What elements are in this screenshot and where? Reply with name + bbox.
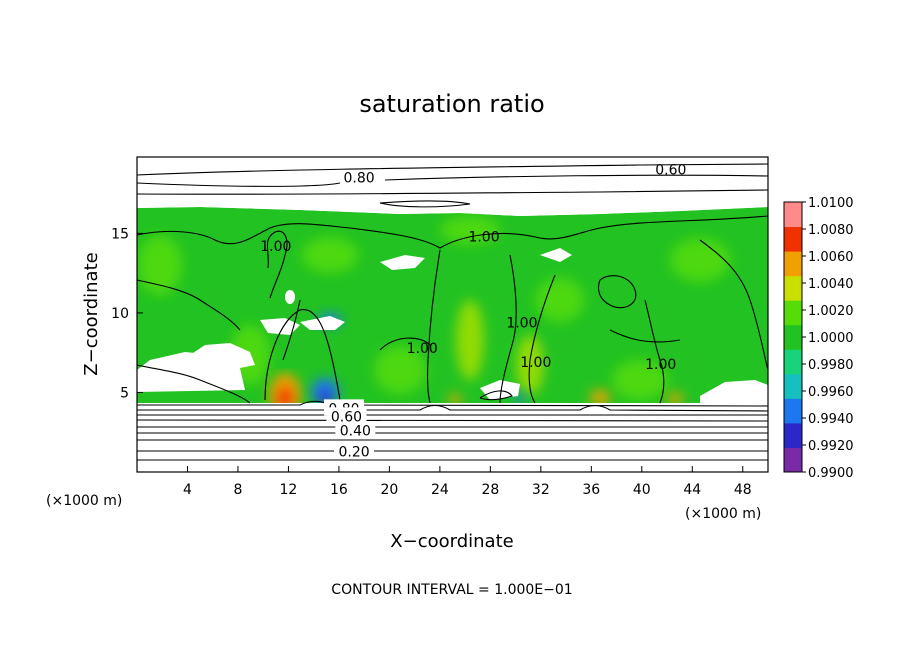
contour-label-bg — [335, 421, 376, 438]
x-unit-right: (×1000 m) — [685, 506, 761, 522]
colorbar-label: 1.0100 — [808, 196, 854, 211]
plot-area: 0.600.801.001.001.001.001.001.000.800.60… — [137, 157, 768, 472]
contour-label: 1.00 — [468, 230, 499, 246]
x-tick-label: 24 — [431, 482, 449, 498]
upper-region — [137, 157, 768, 216]
y-axis-label: Z−coordinate — [81, 252, 102, 375]
contour-label: 0.60 — [655, 163, 686, 179]
colorbar-swatch — [784, 349, 802, 375]
colorbar-swatch — [784, 275, 802, 301]
colorbar-swatch — [784, 226, 802, 252]
colorbar-label: 1.0040 — [808, 277, 854, 292]
lower-region — [137, 403, 768, 472]
colorbar-swatch — [784, 300, 802, 326]
contour-label: 1.00 — [506, 315, 537, 331]
x-axis-label: X−coordinate — [390, 531, 513, 552]
contour-label-bg — [326, 407, 367, 424]
contour-label: 0.80 — [344, 171, 375, 187]
colorbar-swatch — [784, 398, 802, 424]
x-unit-left: (×1000 m) — [46, 493, 122, 509]
contour-label-bg — [334, 442, 375, 459]
contour-labels: 0.600.801.001.001.001.001.001.000.800.60… — [260, 163, 686, 461]
supersaturated-patches — [138, 216, 730, 400]
x-tick-label: 40 — [633, 482, 651, 498]
contour-label: 0.20 — [338, 444, 369, 460]
unsaturated-patches — [137, 248, 768, 403]
colorbar: 1.0100 1.0080 1.0060 1.0040 1.0020 1.0000 0.99… — [783, 196, 854, 481]
x-axis: 4 8 12 16 20 24 28 32 36 40 44 48 — [183, 466, 752, 498]
colorbar-label: 0.9920 — [808, 439, 854, 454]
colorbar-swatch — [784, 202, 802, 228]
contour-label: 1.00 — [520, 355, 551, 371]
x-tick-label: 16 — [330, 482, 348, 498]
x-tick-label: 8 — [233, 482, 242, 498]
contour-label: 0.60 — [331, 409, 362, 425]
colorbar-label: 1.0060 — [808, 250, 854, 265]
colorbar-swatch — [784, 447, 802, 473]
colorbar-label: 0.9960 — [808, 385, 854, 400]
colorbar-swatch — [784, 373, 802, 399]
x-tick-label: 28 — [481, 482, 499, 498]
colorbar-label: 0.9980 — [808, 358, 854, 373]
saturated-field — [137, 207, 768, 403]
x-tick-label: 32 — [532, 482, 550, 498]
colorbar-label: 0.9940 — [808, 412, 854, 427]
colorbar-label: 1.0000 — [808, 331, 854, 346]
contour-label: 0.40 — [340, 424, 371, 440]
x-tick-label: 20 — [380, 482, 398, 498]
x-tick-label: 4 — [183, 482, 192, 498]
x-tick-label: 48 — [734, 482, 752, 498]
x-tick-label: 12 — [280, 482, 298, 498]
plot-frame — [136, 156, 769, 473]
contour-label: 1.00 — [645, 357, 676, 373]
y-tick-label: 15 — [111, 226, 129, 242]
y-tick-label: 5 — [120, 385, 129, 401]
x-tick-label: 36 — [582, 482, 600, 498]
contour-label: 1.00 — [260, 239, 291, 255]
colorbar-swatch — [784, 251, 802, 277]
contour-interval-note: CONTOUR INTERVAL = 1.000E−01 — [331, 582, 572, 598]
colorbar-label: 0.9900 — [808, 466, 854, 481]
x-tick-label: 44 — [683, 482, 701, 498]
y-axis: 5 10 15 — [111, 226, 143, 401]
colorbar-label: 1.0080 — [808, 223, 854, 238]
colorbar-label: 1.0020 — [808, 304, 854, 319]
colorbar-swatch — [784, 422, 802, 448]
chart-title: saturation ratio — [359, 90, 544, 118]
y-tick-label: 10 — [111, 306, 129, 322]
contour-label: 1.00 — [407, 341, 438, 357]
colorbar-swatch — [784, 324, 802, 350]
